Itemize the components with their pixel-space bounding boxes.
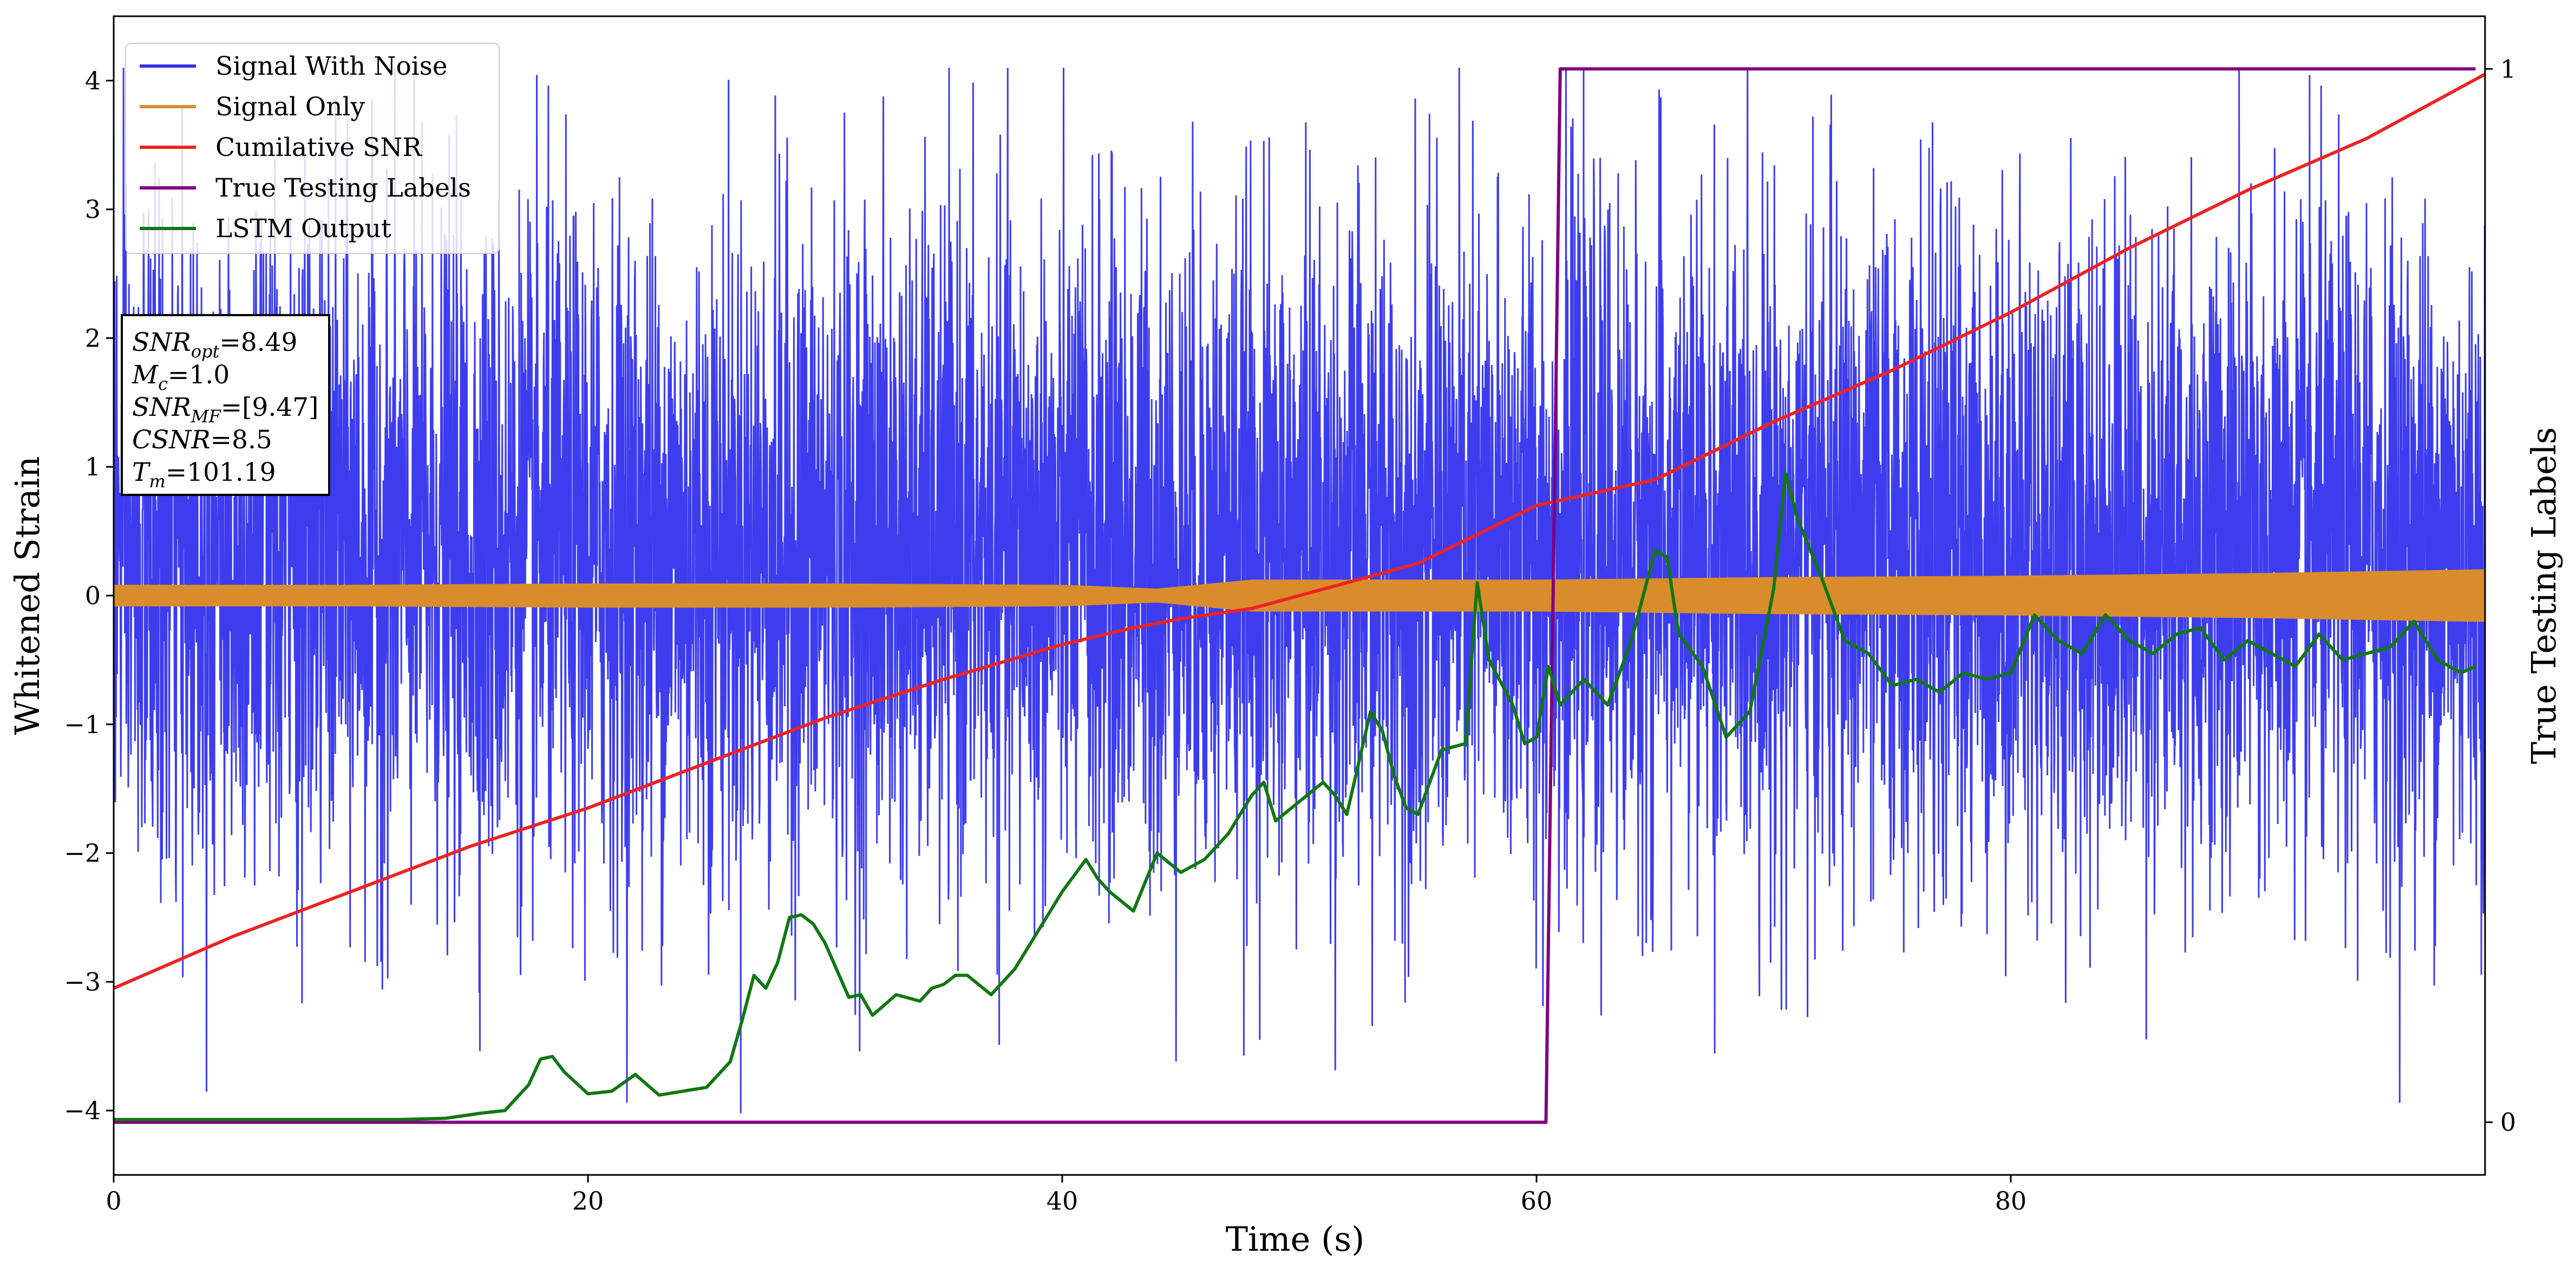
x-axis-title: Time (s) — [1226, 1219, 1365, 1259]
y-tick-label: 1 — [85, 452, 101, 481]
y-tick-label: 3 — [85, 195, 101, 224]
series-line-true-testing-labels — [114, 67, 2476, 1124]
legend-label-signal-only: Signal Only — [215, 92, 365, 122]
y-tick-label: 2 — [85, 323, 101, 352]
legend: Signal With Noise Signal Only Cumilative S… — [125, 43, 500, 254]
info-line: Tm=101.19 — [132, 458, 276, 492]
y-tick-label: −4 — [64, 1096, 101, 1125]
x-tick-label: 0 — [106, 1186, 121, 1216]
plot-area — [114, 67, 2485, 1124]
y-tick-label: −3 — [64, 967, 101, 996]
y-tick-label: 0 — [85, 581, 101, 610]
series-lines — [114, 67, 2485, 1124]
y-tick-label: −1 — [64, 710, 101, 739]
series-line-cumilative-snr — [114, 73, 2485, 990]
y-axis-title: Whitened Strain — [8, 456, 47, 735]
x-tick-label: 20 — [572, 1186, 604, 1216]
info-line: CSNR=8.5 — [132, 425, 272, 455]
info-line: SNRMF=[9.47] — [132, 393, 318, 427]
y2-tick-label: 1 — [2500, 54, 2516, 83]
y-tick-label: −2 — [64, 839, 101, 868]
legend-label-lstm-output: LSTM Output — [215, 214, 391, 244]
legend-box — [125, 43, 500, 254]
y-axis-left: −4 −3 −2 −1 0 1 2 3 4 — [64, 66, 114, 1125]
x-axis: 0 20 40 60 80 — [106, 1175, 2026, 1216]
x-tick-label: 60 — [1521, 1186, 1553, 1216]
y2-tick-label: 0 — [2500, 1108, 2516, 1137]
x-tick-label: 80 — [1995, 1186, 2027, 1216]
legend-label-true-testing-labels: True Testing Labels — [215, 173, 471, 203]
y2-axis-title: True Testing Labels — [2524, 427, 2564, 765]
legend-label-signal-with-noise: Signal With Noise — [215, 51, 448, 81]
info-box-frame — [121, 314, 330, 496]
y-axis-right: 01 — [2485, 54, 2516, 1137]
info-line: Mc=1.0 — [132, 360, 230, 394]
info-line: SNRopt=8.49 — [132, 328, 297, 362]
info-box: SNRopt=8.49Mc=1.0SNRMF=[9.47]CSNR=8.5Tm=… — [121, 314, 330, 496]
y-tick-label: 4 — [85, 66, 101, 95]
series-line-lstm-output — [114, 472, 2476, 1121]
x-tick-label: 40 — [1047, 1186, 1078, 1216]
legend-label-cumilative-snr: Cumilative SNR — [215, 133, 422, 162]
